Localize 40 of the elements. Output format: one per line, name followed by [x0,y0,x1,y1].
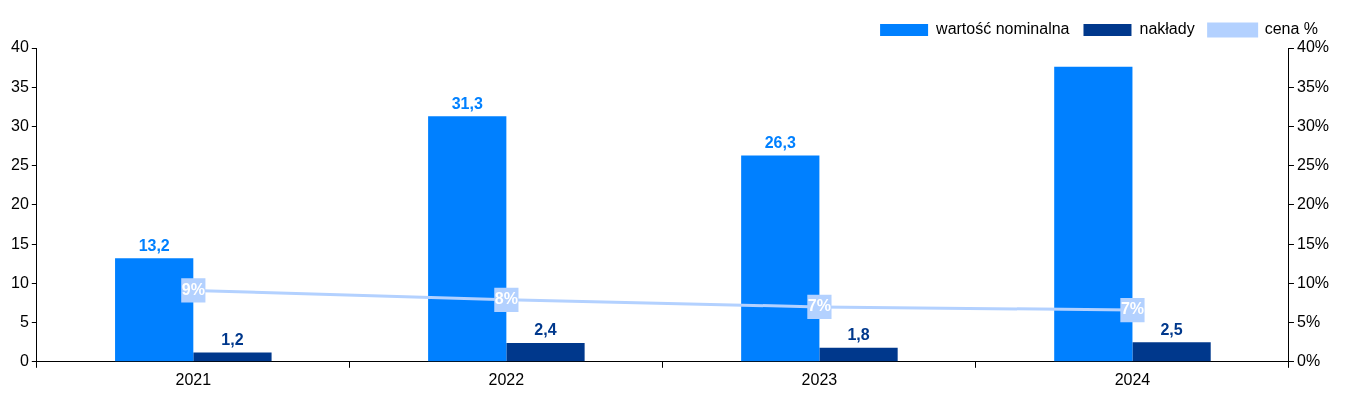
x-tick-label: 2023 [801,370,838,388]
bar [1132,342,1211,362]
y-tick-label: 20 [11,195,29,213]
data-label: 9% [181,280,205,298]
x-tick-label: 2024 [1114,370,1151,388]
y-tick-label: 30 [11,116,29,134]
y2-tick-label: 0% [1296,352,1321,370]
bar [819,347,898,362]
legend-label: nakłady [1139,20,1195,38]
y2-tick-label: 5% [1296,312,1321,330]
data-label: 8% [494,290,518,308]
legend-label: cena % [1264,20,1319,38]
bar [193,352,272,362]
y-tick-label: 5 [19,312,29,330]
y-tick-label: 40 [11,38,29,56]
data-label: 7% [807,297,831,315]
data-label: 2,4 [534,321,557,339]
y-tick-label: 10 [11,273,29,291]
data-label: 31,3 [451,94,483,112]
y-tick-label: 0 [19,352,29,370]
y-tick-label: 35 [11,77,29,95]
data-label: 1,8 [847,326,870,344]
y-tick-label: 25 [11,156,29,174]
y2-tick-label: 25% [1296,156,1330,174]
y2-tick-label: 30% [1296,116,1330,134]
legend-label: wartość nominalna [935,20,1070,38]
y2-tick-label: 40% [1296,38,1330,56]
y2-tick-label: 15% [1296,234,1330,252]
data-label: 13,2 [138,236,170,254]
y2-tick-label: 20% [1296,195,1330,213]
y2-tick-label: 10% [1296,273,1330,291]
bar [506,342,585,362]
data-label: 2,5 [1160,320,1183,338]
data-label: 7% [1120,300,1145,318]
y-tick-label: 15 [11,234,29,252]
y2-tick-label: 35% [1296,77,1330,95]
x-tick-label: 2022 [488,370,525,388]
data-label: 26,3 [764,133,796,151]
x-tick-label: 2021 [175,370,212,388]
data-label: 1,2 [221,330,244,348]
